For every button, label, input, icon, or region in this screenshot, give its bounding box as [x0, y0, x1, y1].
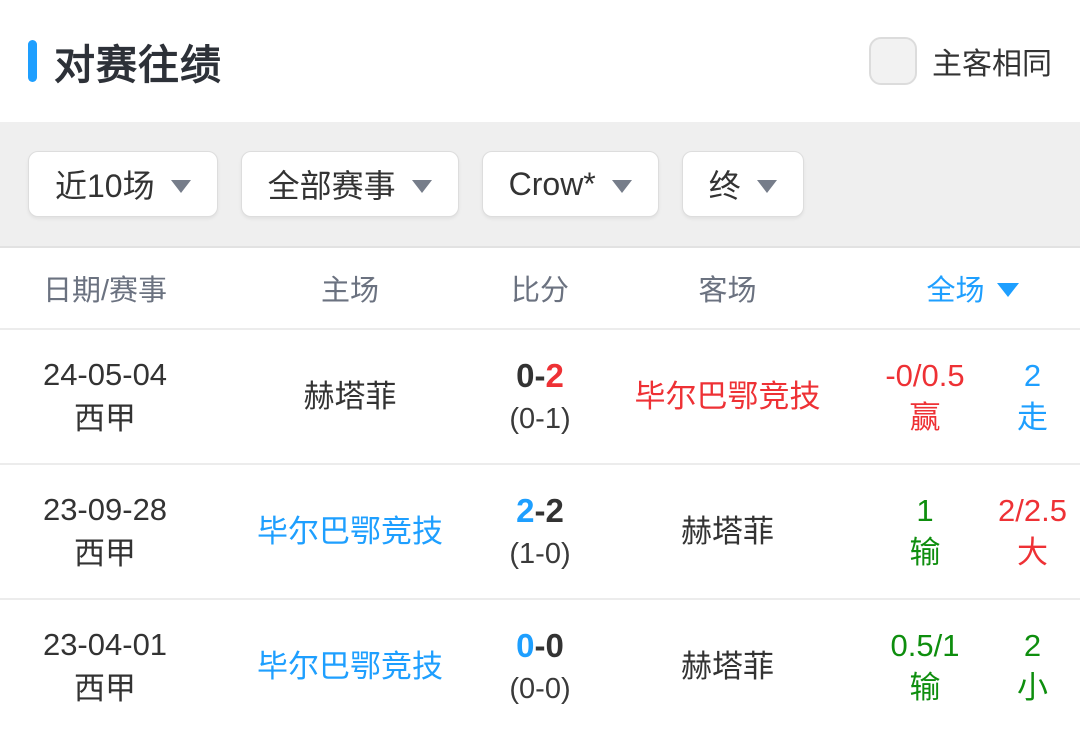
table-row[interactable]: 24-05-04 西甲 赫塔菲 0-2 (0-1) 毕尔巴鄂竞技 -0/0.5 …: [0, 330, 1080, 465]
match-league: 西甲: [74, 400, 136, 436]
match-league: 西甲: [74, 535, 136, 571]
page-title: 对赛往绩: [54, 42, 222, 88]
filter-match-status[interactable]: 终: [681, 151, 804, 217]
chevron-down-icon: [756, 179, 777, 193]
score-cell: 2-2 (1-0): [490, 489, 590, 575]
col-header-date: 日期/赛事: [42, 275, 168, 307]
handicap-line: 0.5/1: [890, 627, 960, 663]
same-home-away-toggle[interactable]: 主客相同: [869, 37, 1052, 85]
over-under-line: 2: [1023, 357, 1042, 393]
handicap-outcome: 赢: [909, 399, 941, 435]
over-under-line: 2/2.5: [998, 492, 1067, 528]
over-under-line: 2: [1023, 627, 1042, 663]
table-row[interactable]: 23-04-01 西甲 毕尔巴鄂竞技 0-0 (0-0) 赫塔菲 0.5/1 输…: [0, 600, 1080, 729]
col-header-home: 主场: [320, 275, 379, 307]
match-date: 24-05-04: [42, 356, 168, 392]
filter-recent-label: 近10场: [55, 168, 155, 204]
table-header: 日期/赛事 主场 比分 客场 全场: [0, 248, 1080, 330]
match-date: 23-04-01: [42, 626, 168, 662]
home-team: 赫塔菲: [303, 378, 397, 414]
chevron-down-icon: [611, 179, 632, 193]
handicap-line: -0/0.5: [885, 357, 965, 393]
col-header-away: 客场: [698, 275, 757, 307]
checkbox-icon[interactable]: [869, 37, 917, 85]
table-row[interactable]: 23-09-28 西甲 毕尔巴鄂竞技 2-2 (1-0) 赫塔菲 1 输 2/2…: [0, 465, 1080, 600]
title-accent-bar: [28, 40, 37, 82]
match-date: 23-09-28: [42, 491, 168, 527]
fulltime-score: 0-2: [516, 356, 564, 394]
halftime-score: (0-1): [509, 403, 571, 436]
away-team: 毕尔巴鄂竞技: [634, 378, 821, 414]
halftime-score: (0-0): [509, 673, 571, 706]
chevron-down-icon: [411, 179, 432, 193]
chevron-down-icon: [170, 179, 191, 193]
chevron-down-icon: [996, 283, 1019, 297]
handicap-line: 1: [916, 492, 934, 528]
over-under-result: 2 小: [985, 625, 1080, 709]
away-team: 赫塔菲: [681, 513, 774, 549]
checkbox-label: 主客相同: [932, 48, 1052, 81]
section-header: 对赛往绩 主客相同: [0, 0, 1080, 122]
match-date-league: 23-04-01 西甲: [0, 624, 210, 710]
home-team: 毕尔巴鄂竞技: [257, 648, 443, 684]
over-under-outcome: 走: [1017, 399, 1048, 435]
filter-competition-label: 全部赛事: [267, 168, 396, 204]
over-under-result: 2/2.5 大: [985, 490, 1080, 574]
match-date-league: 23-09-28 西甲: [0, 489, 210, 575]
fulltime-score: 2-2: [516, 491, 564, 529]
fulltime-score: 0-0: [516, 626, 564, 664]
handicap-result: 0.5/1 输: [865, 625, 985, 709]
match-date-league: 24-05-04 西甲: [0, 354, 210, 440]
filter-match-status-label: 终: [708, 168, 741, 204]
handicap-result: 1 输: [865, 490, 985, 574]
filter-bar: 近10场 全部赛事 Crow* 终: [0, 122, 1080, 248]
filter-odds-company-label: Crow*: [508, 165, 596, 202]
filter-competition[interactable]: 全部赛事: [240, 151, 459, 217]
col-header-fulltime-label: 全场: [926, 275, 985, 307]
handicap-outcome: 输: [909, 669, 941, 705]
handicap-outcome: 输: [909, 534, 941, 570]
col-header-score: 比分: [510, 275, 569, 307]
match-league: 西甲: [74, 670, 136, 706]
score-cell: 0-0 (0-0): [490, 624, 590, 710]
filter-odds-company[interactable]: Crow*: [481, 151, 659, 217]
halftime-score: (1-0): [509, 538, 571, 571]
filter-recent-matches[interactable]: 近10场: [28, 151, 218, 217]
over-under-result: 2 走: [985, 355, 1080, 439]
home-team: 毕尔巴鄂竞技: [257, 513, 443, 549]
score-cell: 0-2 (0-1): [490, 354, 590, 440]
over-under-outcome: 小: [1017, 669, 1048, 705]
handicap-result: -0/0.5 赢: [865, 355, 985, 439]
col-header-fulltime-sort[interactable]: 全场: [865, 267, 1080, 309]
away-team: 赫塔菲: [681, 648, 774, 684]
over-under-outcome: 大: [1017, 534, 1048, 570]
